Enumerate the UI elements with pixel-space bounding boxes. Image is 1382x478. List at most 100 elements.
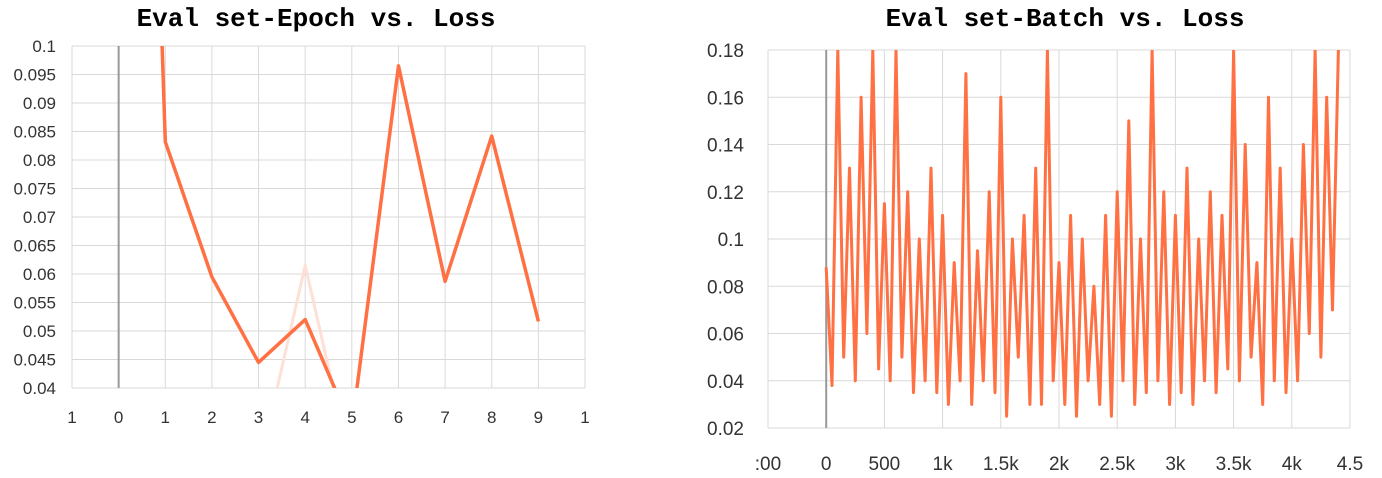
data-point — [160, 0, 161, 1]
data-point — [1267, 96, 1270, 98]
x-tick-label: 7 — [440, 408, 449, 427]
data-point — [276, 387, 278, 388]
y-tick-label: 0.12 — [707, 183, 744, 204]
y-tick-label: 0.065 — [13, 237, 56, 256]
data-point — [1128, 120, 1130, 122]
data-point — [953, 262, 955, 264]
x-tick-label: 4.5 — [1337, 454, 1363, 475]
x-tick-label: 9 — [534, 408, 543, 427]
data-point — [930, 167, 932, 169]
data-point — [901, 356, 903, 358]
x-tick-label: 5 — [347, 408, 356, 427]
data-point — [1244, 143, 1246, 146]
data-point — [1139, 238, 1142, 240]
data-point — [912, 391, 915, 394]
data-point — [537, 320, 539, 322]
data-point — [1250, 356, 1252, 358]
data-point — [1331, 309, 1334, 311]
data-point — [1198, 238, 1200, 240]
data-point — [1157, 380, 1159, 382]
data-point — [936, 391, 938, 394]
data-point — [825, 266, 827, 268]
data-point — [1145, 391, 1147, 394]
data-point — [1163, 191, 1165, 193]
y-tick-label: 0.1 — [32, 37, 56, 56]
data-point — [1279, 167, 1281, 169]
x-tick-label: 4 — [300, 408, 309, 427]
data-point — [1099, 403, 1101, 405]
data-point — [848, 167, 851, 169]
data-point — [1006, 415, 1008, 417]
x-tick-label: 500 — [869, 454, 901, 475]
data-point — [976, 250, 979, 252]
data-point — [1116, 191, 1118, 193]
data-point — [1297, 380, 1299, 382]
x-tick-label: 2.5k — [1099, 454, 1135, 475]
data-point — [1081, 238, 1083, 240]
x-tick-label: 2k — [1049, 454, 1070, 475]
data-point — [895, 50, 897, 51]
data-point — [942, 214, 944, 216]
data-point — [872, 50, 874, 51]
data-point — [1064, 403, 1066, 405]
smoothed-series-line — [160, 46, 541, 388]
data-point — [1238, 380, 1241, 382]
data-point — [1320, 356, 1322, 358]
x-tick-label: 1 — [67, 408, 76, 427]
data-point — [1337, 50, 1339, 51]
data-point — [257, 361, 260, 363]
data-point — [883, 202, 885, 205]
x-tick-label: 1 — [580, 408, 589, 427]
data-point — [1174, 214, 1176, 216]
y-tick-label: 0.16 — [707, 88, 744, 109]
x-tick-label: 6 — [394, 408, 403, 427]
y-tick-label: 0.08 — [707, 277, 744, 298]
data-point — [1326, 96, 1328, 98]
y-tick-label: 0.085 — [13, 123, 56, 142]
data-point — [924, 380, 926, 382]
data-point — [843, 356, 845, 358]
data-point — [1075, 415, 1078, 417]
data-point — [1023, 214, 1025, 216]
y-tick-label: 0.14 — [707, 136, 744, 157]
data-point — [1058, 262, 1060, 264]
x-tick-label: 8 — [487, 408, 496, 427]
y-tick-label: 0.045 — [13, 351, 56, 370]
data-point — [1017, 356, 1019, 358]
data-point — [994, 391, 996, 394]
data-point — [1134, 403, 1136, 405]
y-tick-label: 0.095 — [13, 66, 56, 85]
data-point — [1302, 143, 1305, 146]
data-point — [1203, 380, 1206, 382]
data-point — [982, 380, 984, 382]
data-point — [1052, 380, 1054, 382]
data-point — [1227, 368, 1229, 370]
data-point — [1209, 191, 1211, 193]
data-point — [959, 380, 961, 382]
data-point — [1314, 50, 1316, 51]
batch-loss-chart: 0.18 0.16 0.14 0.12 0.1 0.08 0.06 0.04 0.02:00 0 5… — [707, 41, 1363, 475]
data-point — [866, 332, 868, 335]
x-tick-label: 3k — [1165, 454, 1186, 475]
x-tick-label: 0 — [821, 454, 832, 475]
epoch-loss-chart: 0.1 0.095 0.09 0.085 0.08 0.075 0.07 0.065 0.06 0… — [13, 0, 589, 428]
y-tick-label: 0.09 — [23, 94, 56, 113]
y-tick-label: 0.04 — [707, 372, 744, 393]
x-tick-label: :00 — [755, 454, 781, 475]
data-point — [1291, 238, 1293, 240]
y-tick-label: 0.02 — [707, 419, 744, 440]
data-point — [1215, 391, 1217, 394]
data-point — [491, 135, 493, 137]
data-point — [837, 50, 839, 51]
y-tick-label: 0.1 — [718, 230, 744, 251]
y-tick-label: 0.055 — [13, 294, 56, 313]
data-point — [1110, 415, 1112, 417]
data-point — [1168, 403, 1171, 405]
x-tick-label: 4k — [1282, 454, 1303, 475]
data-point — [351, 427, 352, 428]
data-point — [854, 380, 856, 382]
data-point — [1186, 167, 1188, 169]
data-point — [304, 319, 306, 321]
data-point — [304, 264, 306, 267]
data-point — [907, 191, 909, 193]
